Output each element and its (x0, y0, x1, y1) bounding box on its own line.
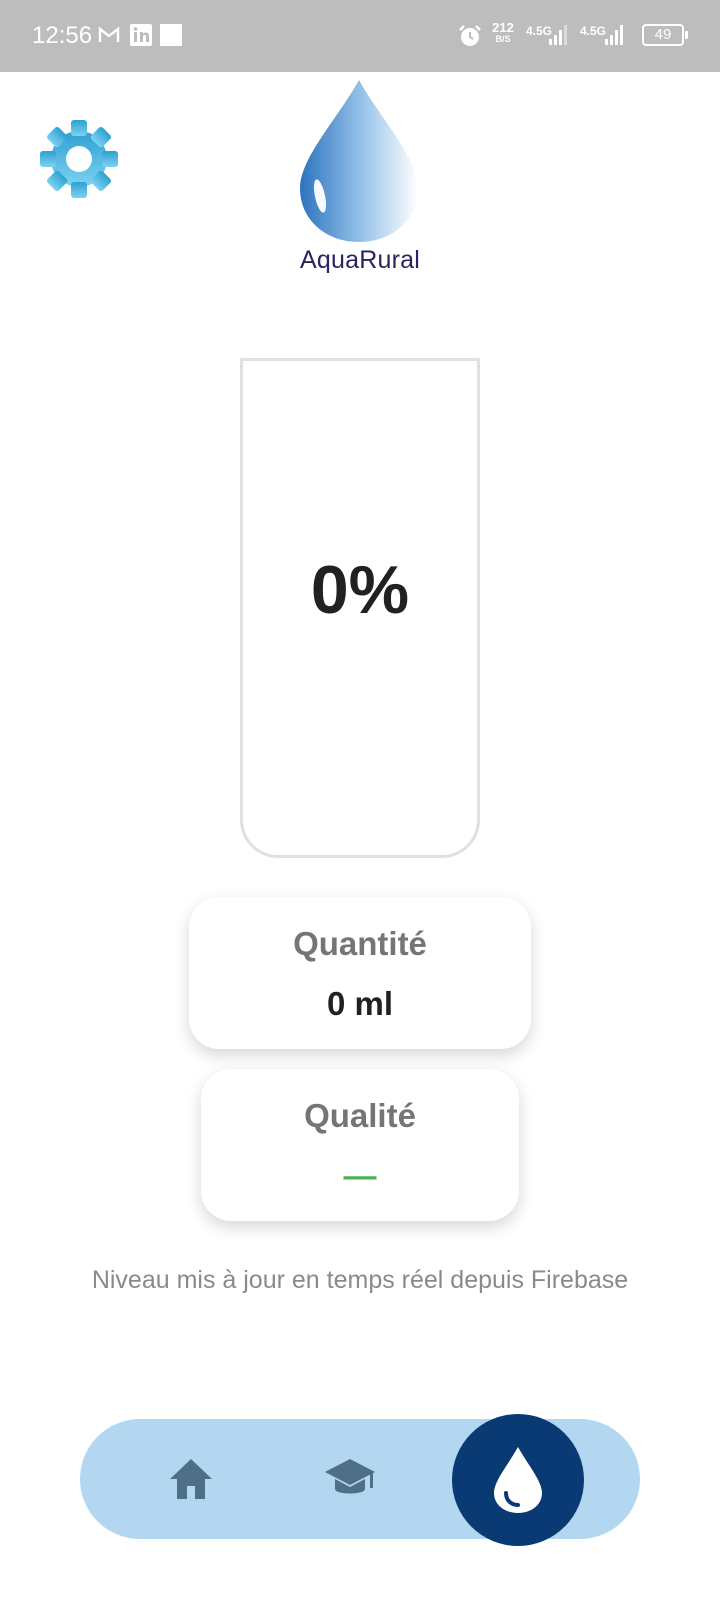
tank-level-percent: 0% (310, 552, 410, 628)
signal-icon (549, 25, 567, 45)
water-tank-gauge: 0% (240, 358, 480, 858)
sim1-type: 4.5G (526, 24, 553, 38)
realtime-footnote: Niveau mis à jour en temps réel depuis F… (91, 1266, 629, 1294)
graduation-cap-icon[interactable] (324, 1456, 376, 1500)
quality-label: Qualité (304, 1097, 416, 1134)
quantity-label: Quantité (293, 925, 427, 962)
gmail-icon (98, 26, 120, 42)
alarm-icon (459, 25, 481, 46)
water-drop-icon[interactable] (492, 1445, 544, 1515)
status-bar: 12:56 212 B/S 4.5G 4.5G 49 (0, 0, 720, 72)
quality-value: — (343, 1157, 377, 1194)
battery-icon: 49 (642, 24, 688, 46)
linkedin-icon (130, 24, 152, 46)
quantity-card: Quantité 0 ml (189, 897, 531, 1049)
quantity-value: 0 ml (326, 985, 394, 1022)
square-icon (160, 24, 182, 46)
quality-card: Qualité — (201, 1069, 519, 1221)
status-time: 12:56 (32, 22, 93, 49)
water-drop-logo (300, 80, 418, 242)
net-speed: 212 B/S (492, 20, 514, 44)
gear-icon[interactable] (38, 118, 120, 200)
app-name: AquaRural (300, 246, 420, 274)
home-icon[interactable] (168, 1457, 214, 1501)
sim2-type: 4.5G (580, 24, 607, 38)
signal-icon (605, 25, 623, 45)
